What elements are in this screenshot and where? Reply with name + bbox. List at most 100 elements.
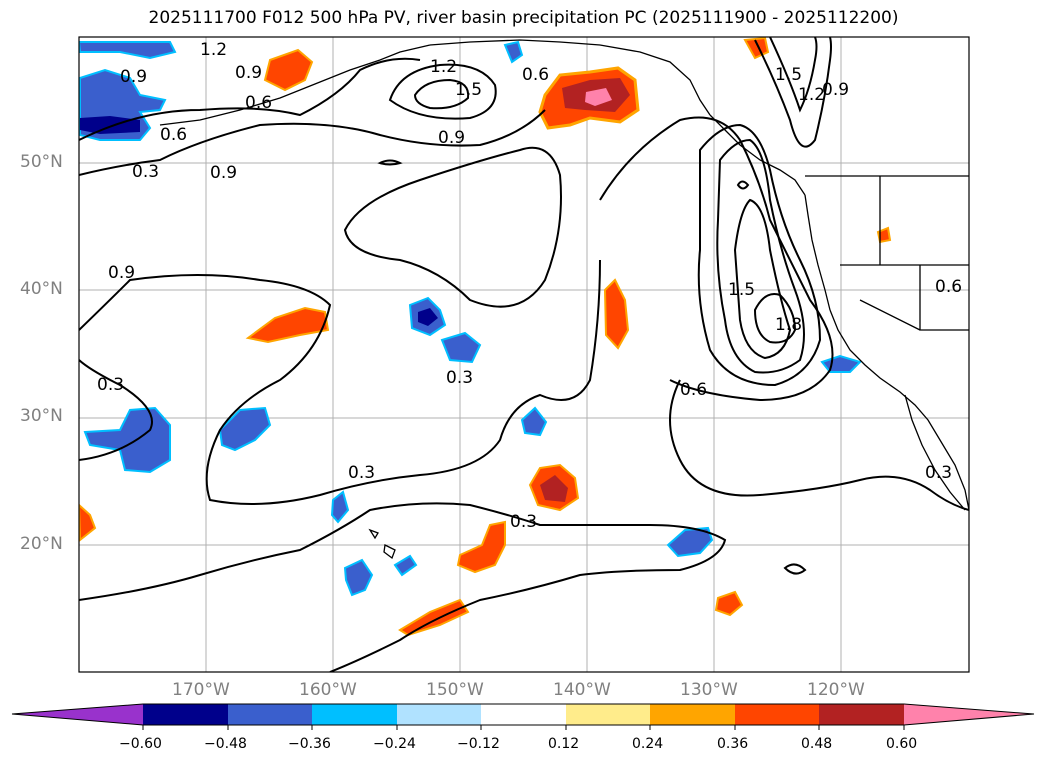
pv-contour-03-sw — [79, 359, 153, 461]
pv-contour-06-east — [669, 379, 969, 511]
colorbar-segment — [143, 704, 228, 725]
longitude-label-140w: 140°W — [553, 680, 611, 700]
coast-hawaii-2 — [368, 528, 379, 540]
coast-washington-oregon — [804, 194, 831, 311]
pv-contours — [79, 37, 969, 672]
map-border — [78, 36, 970, 673]
colorbar-segment — [819, 704, 904, 725]
contour-label: 0.6 — [160, 125, 187, 145]
pv-contour-09-north — [79, 57, 421, 141]
contour-label: 0.3 — [132, 162, 159, 182]
precip-patch-neg-nw — [79, 41, 177, 60]
precip-patch-neg-central-core — [418, 308, 438, 326]
pv-contour-18-jet — [753, 293, 797, 344]
colorbar-tick-label: −0.36 — [288, 736, 331, 752]
colorbar-segment — [735, 704, 819, 725]
contour-label-layer: 1.2 0.9 0.9 1.2 1.5 0.6 1.5 1.2 0.9 0.6 … — [97, 40, 962, 532]
contour-label: 0.9 — [235, 63, 262, 83]
pv-contour-12-jet — [716, 138, 805, 374]
pv-contour-small-3 — [736, 180, 750, 190]
contour-label: 0.9 — [822, 80, 849, 100]
precip-patch-pos-central — [245, 306, 330, 344]
contour-label: 1.8 — [775, 315, 802, 335]
precip-patch-neg-gulf — [503, 40, 524, 64]
colorbar-tick-label: −0.12 — [457, 736, 500, 752]
contour-label: 0.9 — [210, 163, 237, 183]
precip-patch-neg-hawaii-west-2 — [218, 406, 272, 452]
contour-label: 0.6 — [522, 65, 549, 85]
precip-patch-pos-se — [714, 590, 744, 617]
contour-label: 0.9 — [120, 67, 147, 87]
precip-patch-neg-mid — [520, 406, 548, 437]
colorbar-segment — [397, 704, 481, 725]
colorbar-segment — [481, 704, 566, 725]
map-panel — [79, 37, 969, 672]
pv-contour-03-south — [79, 502, 727, 672]
colorbar-tick-label: 0.24 — [632, 736, 664, 752]
pv-contour-small-2 — [783, 563, 807, 575]
pv-contour-06-north — [79, 109, 546, 176]
colorbar-tick-label: 0.48 — [801, 736, 833, 752]
precip-patch-pos-dateline — [79, 503, 97, 543]
colorbar — [11, 703, 1035, 730]
longitude-label-160w: 160°W — [299, 680, 357, 700]
coast-california — [829, 309, 969, 511]
contour-label: 1.5 — [775, 65, 802, 85]
longitude-label-170w: 170°W — [172, 680, 230, 700]
precip-patch-pos-gulf-peak — [585, 88, 612, 106]
pv-contour-small-1 — [377, 159, 403, 166]
pv-contour-09-bc — [754, 37, 832, 148]
contour-label: 1.5 — [455, 80, 482, 100]
border-states — [840, 176, 969, 331]
coastlines — [159, 39, 969, 560]
contour-label: 0.3 — [446, 368, 473, 388]
contour-label: 0.9 — [108, 263, 135, 283]
precip-patch-neg-aleutian-core — [80, 116, 140, 134]
colorbar-tick-label: −0.60 — [119, 736, 162, 752]
precip-patch-pos-hawaii — [456, 520, 506, 574]
colorbar-tick-label: −0.48 — [204, 736, 247, 752]
contour-label: 0.3 — [510, 512, 537, 532]
colorbar-segment — [650, 704, 735, 725]
precip-patch-pos-east — [603, 278, 630, 350]
precip-patch-neg-south-2 — [393, 554, 418, 577]
colorbar-tick-label: 0.12 — [548, 736, 580, 752]
contour-label: 0.3 — [348, 463, 375, 483]
map-title: 2025111700 F012 500 hPa PV, river basin … — [148, 8, 899, 28]
longitude-label-120w: 120°W — [807, 680, 865, 700]
coast-hawaii-1 — [383, 544, 396, 560]
contour-label: 0.6 — [680, 380, 707, 400]
colorbar-segment — [566, 704, 650, 725]
colorbar-segment — [312, 704, 397, 725]
coast-alaska-peninsula — [159, 44, 431, 126]
colorbar-extend-low — [12, 704, 143, 725]
coast-baja — [904, 394, 966, 511]
contour-label: 0.3 — [97, 375, 124, 395]
precip-patch-neg-central-2 — [440, 331, 482, 364]
latitude-label-50n: 50°N — [20, 152, 63, 172]
colorbar-extend-high — [904, 704, 1034, 725]
latitude-label-30n: 30°N — [20, 406, 63, 426]
precip-patch-pos-nw — [263, 48, 314, 92]
precip-patch-neg-south — [343, 558, 374, 597]
colorbar-tick-label: 0.60 — [886, 736, 918, 752]
colorbar-tick-label: 0.36 — [717, 736, 749, 752]
pv-contour-12-bc — [769, 37, 818, 113]
contour-label: 1.5 — [728, 280, 755, 300]
latitude-label-40n: 40°N — [20, 279, 63, 299]
pv-contour-06-jet — [599, 116, 834, 402]
precip-patch-neg-hawaii-west — [83, 406, 171, 474]
latitude-label-20n: 20°N — [20, 534, 63, 554]
longitude-label-150w: 150°W — [426, 680, 484, 700]
contour-label: 1.2 — [430, 57, 457, 77]
coast-bc — [709, 114, 806, 196]
precip-patch-neg-east — [666, 526, 714, 558]
precipitation-shading — [79, 37, 892, 637]
pv-contour-09-jet — [697, 123, 822, 387]
pv-contour-15-low — [413, 78, 470, 110]
pv-contour-03-west — [79, 259, 601, 505]
longitude-label-130w: 130°W — [680, 680, 738, 700]
pv-contour-12-low — [388, 63, 497, 120]
precip-patch-neg-hawaii — [330, 490, 350, 524]
